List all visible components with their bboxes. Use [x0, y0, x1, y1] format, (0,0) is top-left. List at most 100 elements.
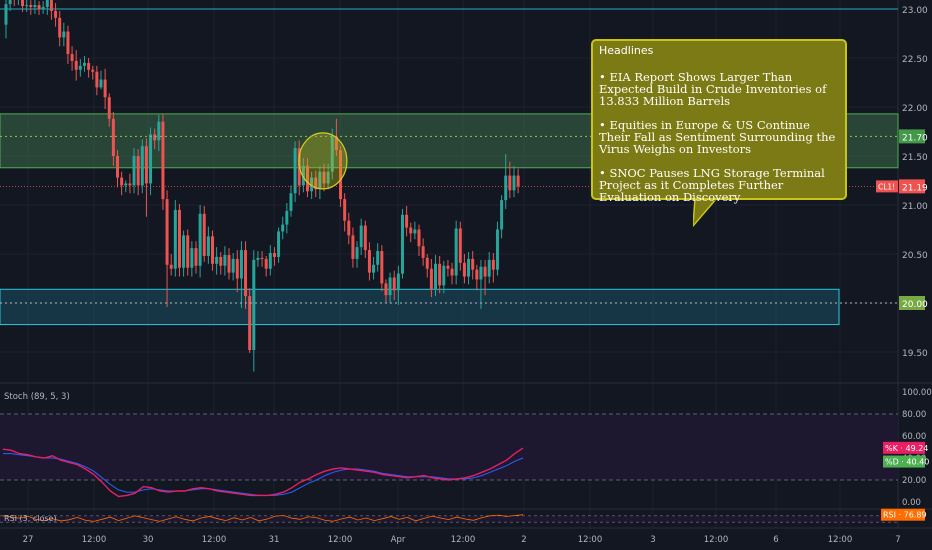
candle-up [25, 0, 29, 12]
candle-body [87, 62, 91, 70]
candle-down [13, 0, 15, 7]
candle-down [380, 245, 384, 292]
candle-body [244, 250, 248, 297]
candle-body [82, 62, 86, 66]
candle-body [41, 7, 45, 9]
candle-down [153, 128, 157, 150]
stoch-tick-label: 80.00 [902, 410, 926, 420]
candle-body [132, 156, 136, 186]
candles [4, 0, 520, 372]
candle-down [244, 241, 248, 309]
candle-body [144, 146, 148, 184]
candle-up [293, 141, 297, 203]
candle-body [285, 210, 289, 225]
symbol-tag-text: CL1! [878, 182, 895, 191]
time-tick-label: 3 [650, 535, 655, 545]
stoch-tick-label: 60.00 [902, 432, 926, 442]
candle-body [66, 31, 70, 55]
candle-body [450, 268, 454, 276]
candle-up [372, 256, 376, 280]
candle-body [355, 247, 359, 259]
candle-up [182, 230, 186, 277]
candle-down [305, 157, 309, 198]
candle-up [268, 245, 272, 276]
candle-body [45, 0, 49, 8]
candle-up [330, 128, 334, 180]
time-axis[interactable]: 27 12:00 30 12:00 31 12:00 Apr 12:00 2 12:00 3 12:0… [23, 535, 901, 545]
candle-body [396, 273, 400, 291]
stoch-tick-label: 0.00 [902, 498, 921, 508]
candle-body [305, 165, 309, 192]
candle-down [429, 258, 433, 298]
candle-body [293, 148, 297, 194]
candle-body [314, 177, 318, 190]
price-tick-label: 23.00 [902, 6, 928, 16]
candle-down [458, 221, 462, 271]
candle-body [153, 134, 157, 141]
candle-body [330, 136, 334, 172]
candle-body [376, 251, 380, 265]
candle-body [479, 266, 483, 280]
candle-down [384, 279, 388, 303]
candle-up [149, 127, 153, 196]
time-tick-label: 30 [143, 535, 154, 545]
candle-up [413, 221, 417, 240]
price-axis[interactable]: 23.00 22.50 22.00 21.50 21.00 20.50 20.00 19.50… [876, 6, 928, 359]
price-tick-label: 21.50 [902, 153, 928, 163]
candle-body [442, 265, 446, 286]
candle-body [351, 235, 355, 259]
candle-body [326, 171, 330, 184]
candle-body [491, 259, 495, 270]
candle-down [91, 65, 95, 80]
rsi-band [0, 515, 898, 523]
candle-body [454, 228, 458, 276]
candle-body [339, 150, 343, 200]
stoch-pane: Stoch (89, 5, 3)100.0080.0060.0040.0020.… [0, 388, 932, 508]
candle-up [8, 0, 12, 11]
candle-down [475, 264, 479, 291]
stoch-d-tag [883, 455, 925, 468]
stoch-band [0, 414, 898, 480]
price-tick-label: 20.50 [902, 251, 928, 261]
support-zone [0, 288, 840, 326]
candle-body [99, 79, 103, 88]
candle-up [355, 241, 359, 268]
candle-down [177, 204, 181, 277]
candle-up [82, 56, 86, 72]
candle-body [107, 97, 111, 119]
candle-up [223, 246, 227, 276]
candle-body [25, 5, 29, 7]
headlines-callout[interactable]: Headlines • EIA Report Shows Larger Than… [591, 39, 847, 203]
candle-up [512, 165, 516, 198]
candle-body [388, 277, 392, 296]
stoch-k-tag [883, 441, 925, 454]
candle-up [281, 216, 285, 240]
time-tick-label: 12:00 [578, 535, 603, 545]
time-tick-label: 12:00 [704, 535, 729, 545]
candle-down [194, 241, 198, 274]
candle-up [400, 208, 404, 279]
candle-body [260, 257, 264, 259]
candle-down [471, 251, 475, 280]
candle-body [504, 175, 508, 201]
candle-up [318, 165, 322, 200]
candle-body [384, 283, 388, 296]
candle-body [182, 235, 186, 268]
stoch-tick-label: 100.00 [902, 388, 932, 398]
candle-body [483, 266, 487, 277]
candle-down [120, 171, 124, 196]
candle-down [450, 262, 454, 285]
candle-down [202, 205, 206, 262]
candle-body [256, 257, 260, 260]
candle-body [272, 253, 276, 257]
highlight-circle [298, 132, 348, 190]
time-tick-label: 2 [521, 535, 526, 545]
candle-body [434, 263, 438, 290]
candle-down [219, 252, 223, 275]
candle-body [124, 183, 128, 186]
candle-body [29, 5, 33, 8]
candle-up [41, 1, 45, 14]
time-tick-label: 27 [23, 535, 34, 545]
candle-body [4, 4, 8, 25]
candle-up [388, 272, 392, 303]
